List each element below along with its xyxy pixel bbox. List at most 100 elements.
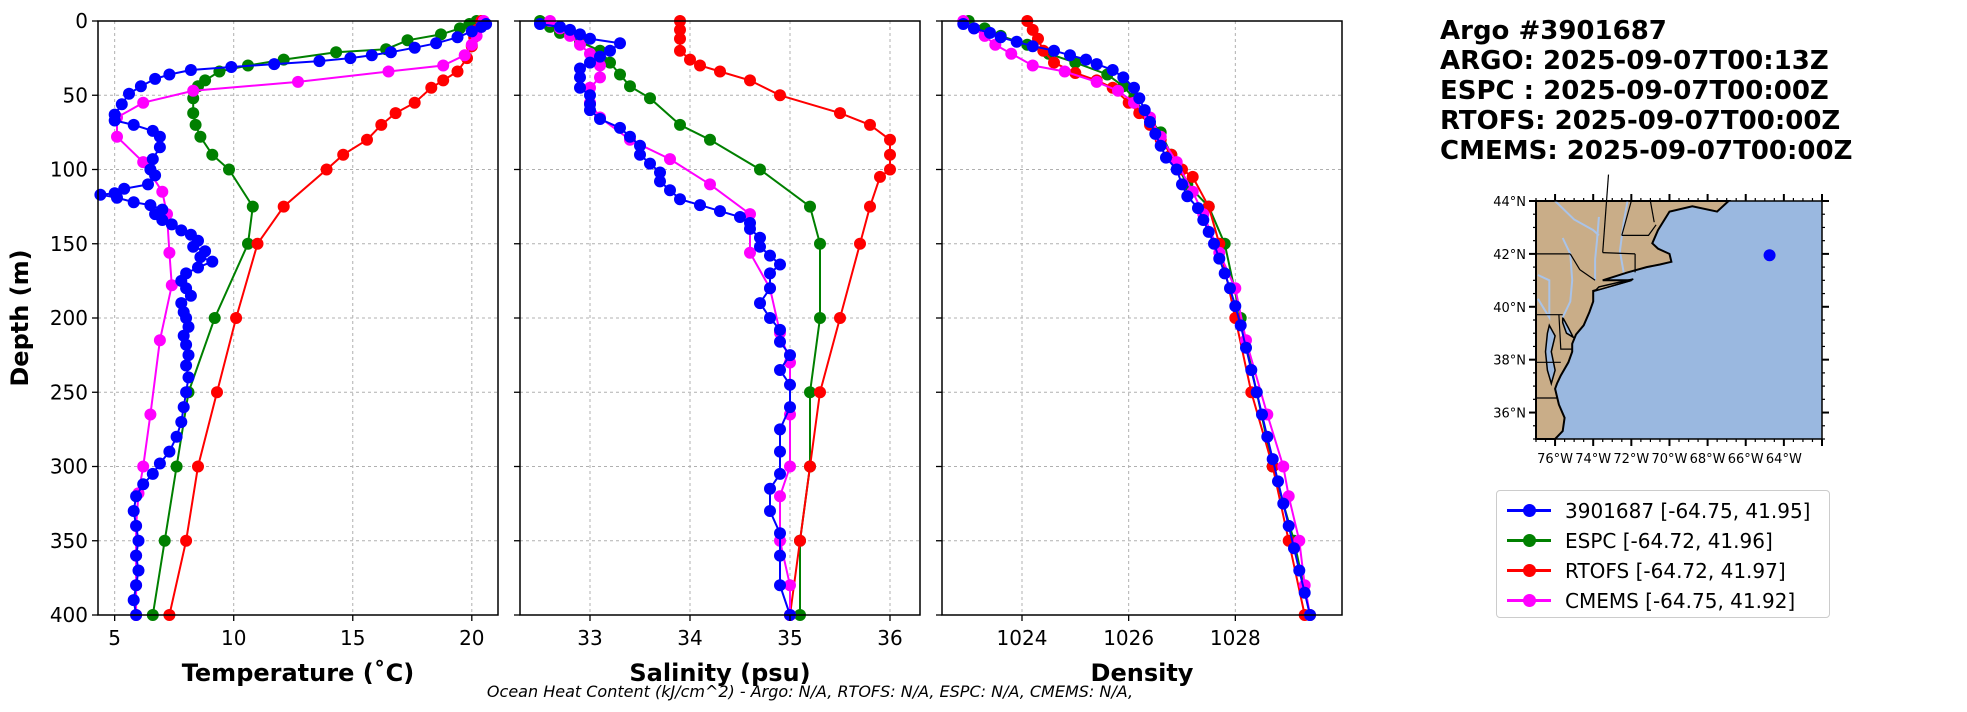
panel-1-point-rtofs-6 <box>437 74 450 87</box>
panel-1-point-3901687-22 <box>153 130 166 143</box>
panel-1-ytick-label-400: 400 <box>50 603 88 627</box>
map-lat-label-4: 36°N <box>1493 407 1526 422</box>
panel-3-point-3901687-41 <box>1293 564 1306 577</box>
panel-2-point-rtofs-7 <box>744 74 756 87</box>
panel-2-point-rtofs-1 <box>674 23 686 36</box>
panel-2-point-3901687-6 <box>604 44 616 57</box>
map-border-3 <box>1621 224 1657 236</box>
panel-2-point-3901687-0 <box>534 18 546 30</box>
panel-2-point-3901687-29 <box>744 222 756 235</box>
panel-2-point-espc-13 <box>814 237 826 250</box>
panel-1-point-espc-6 <box>330 46 343 59</box>
panel-2-point-3901687-12 <box>584 89 596 102</box>
panel-1-point-rtofs-11 <box>361 133 373 146</box>
panel-1-point-espc-13 <box>187 107 200 120</box>
panel-1-point-3901687-49 <box>184 289 197 302</box>
panel-1-point-rtofs-15 <box>251 237 264 250</box>
panel-2-point-3901687-20 <box>644 157 656 170</box>
panel-3-point-3901687-1 <box>968 22 980 35</box>
map-float-marker <box>1763 249 1776 262</box>
panel-2-point-3901687-43 <box>784 401 796 414</box>
panel-2-point-cmems-14 <box>744 246 756 259</box>
panel-2-point-cmems-4 <box>584 47 596 60</box>
map-border-2 <box>1602 174 1610 253</box>
panel-2-point-rtofs-2 <box>674 32 686 45</box>
map-delaware-bay <box>1561 317 1576 340</box>
ocean-heat-content-note: Ocean Heat Content (kJ/cm^2) - Argo: N/A… <box>486 682 1134 701</box>
panel-1-point-cmems-9 <box>137 96 150 109</box>
panel-2-point-cmems-20 <box>774 490 786 503</box>
panel-1-point-cmems-19 <box>137 460 150 473</box>
panel-1-point-3901687-68 <box>127 505 140 517</box>
panel-2-point-espc-15 <box>804 386 816 399</box>
panel-2-point-cmems-6 <box>594 71 606 84</box>
panel-2-point-rtofs-6 <box>714 65 726 78</box>
panel-1-point-cmems-6 <box>382 65 395 78</box>
map-river-2 <box>1618 200 1629 273</box>
panel-3-point-3901687-27 <box>1218 267 1231 280</box>
panel-3-point-3901687-25 <box>1208 237 1220 250</box>
legend-marker-espc <box>1523 534 1536 547</box>
panel-1-point-espc-16 <box>206 148 219 161</box>
map-border-4 <box>1621 200 1632 236</box>
panel-3-point-rtofs-14 <box>1186 170 1199 183</box>
panel-1-point-rtofs-12 <box>337 148 350 161</box>
legend-item-argo: 3901687 [-64.75, 41.95] <box>1507 495 1827 525</box>
panel-3-xlabel: Density <box>1091 659 1194 687</box>
panel-2-point-3901687-23 <box>664 184 676 197</box>
panel-1-xtick-label-20: 20 <box>459 626 484 650</box>
panel-1-point-3901687-20 <box>127 118 140 131</box>
panel-1-point-3901687-57 <box>180 359 193 372</box>
panel-1-point-3901687-33 <box>144 199 157 212</box>
map-river-1 <box>1594 216 1600 281</box>
map-lon-label-1: 74°W <box>1575 452 1611 467</box>
panel-1-point-3901687-15 <box>134 80 147 93</box>
panel-2-point-cmems-13 <box>744 208 756 221</box>
map-border-5 <box>1649 200 1655 223</box>
panel-1-ylabel: Depth (m) <box>6 249 34 386</box>
panel-1-point-cmems-3 <box>465 38 478 51</box>
panel-2-point-3901687-41 <box>774 364 786 376</box>
panel-2-point-3901687-51 <box>774 579 786 592</box>
panel-1-series-3901687 <box>94 18 493 621</box>
panel-2-point-espc-8 <box>644 92 656 105</box>
panel-1-point-3901687-9 <box>313 55 326 68</box>
panel-2-point-3901687-46 <box>774 467 786 480</box>
panel-1-point-rtofs-5 <box>451 65 464 78</box>
panel-1-point-rtofs-9 <box>389 107 402 120</box>
panel-1-point-3901687-70 <box>132 534 145 547</box>
legend-label-argo: 3901687 [-64.75, 41.95] <box>1565 499 1811 523</box>
panel-1-xtick-label-5: 5 <box>108 626 121 650</box>
panel-2-point-3901687-21 <box>654 166 666 179</box>
panel-1-point-3901687-32 <box>127 196 140 209</box>
panel-2-point-3901687-37 <box>764 312 776 324</box>
panel-2-point-3901687-48 <box>764 505 776 517</box>
panel-1-point-rtofs-10 <box>375 118 388 131</box>
panel-3-point-cmems-19 <box>1277 460 1290 473</box>
panel-3-point-3901687-4 <box>1010 35 1023 48</box>
panel-2-point-3901687-33 <box>774 258 786 271</box>
panel-2-point-rtofs-10 <box>864 118 876 131</box>
panel-2-xtick-label-34: 34 <box>677 626 702 650</box>
panel-2-xtick-label-36: 36 <box>877 626 902 650</box>
panel-1-point-cmems-13 <box>156 185 169 198</box>
panel-1-point-3901687-7 <box>365 49 378 62</box>
panel-3-point-rtofs-1 <box>1026 23 1039 36</box>
panel-2-point-3901687-1 <box>554 20 566 33</box>
panel-1-point-3901687-71 <box>130 549 143 562</box>
panel-1-point-3901687-13 <box>163 68 176 81</box>
panel-3: 1024 1026 1028 Density <box>936 15 1343 687</box>
panel-1-point-3901687-36 <box>156 214 169 226</box>
map-lat-label-2: 40°N <box>1493 301 1526 316</box>
panel-2-point-cmems-12 <box>704 178 716 191</box>
panel-1-point-3901687-65 <box>146 467 159 480</box>
legend-marker-cmems <box>1523 594 1536 607</box>
panel-3-xtick-label-1024: 1024 <box>997 626 1048 650</box>
panel-2-point-3901687-18 <box>634 139 646 152</box>
panel-1-point-3901687-17 <box>115 98 128 111</box>
panel-1-point-3901687-37 <box>165 218 178 231</box>
panel-1-point-espc-22 <box>170 460 183 473</box>
panel-2-point-3901687-17 <box>624 130 636 143</box>
panel-3-point-cmems-4 <box>1005 47 1018 60</box>
map-lat-label-0: 44°N <box>1493 195 1526 210</box>
